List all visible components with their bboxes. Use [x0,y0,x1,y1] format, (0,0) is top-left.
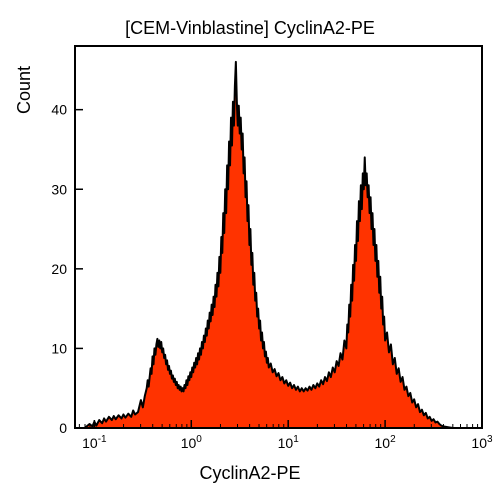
y-tick-label: 30 [51,181,67,197]
x-tick-label: 100 [181,434,203,451]
y-tick-label: 40 [51,102,67,118]
x-tick-label: 102 [375,434,397,451]
y-tick-label: 10 [51,340,67,356]
y-tick-label: 0 [59,420,67,436]
plot-area: 0 10 20 30 40 10-1 100 101 102 103 [0,0,500,500]
plot-frame [75,46,482,428]
y-tick-label: 20 [51,261,67,277]
x-tick-label: 10-1 [82,434,107,451]
x-tick-label: 103 [471,434,493,451]
x-tick-label: 101 [278,434,300,451]
flow-cytometry-histogram: [CEM-Vinblastine] CyclinA2-PE Count Cycl… [0,0,500,500]
